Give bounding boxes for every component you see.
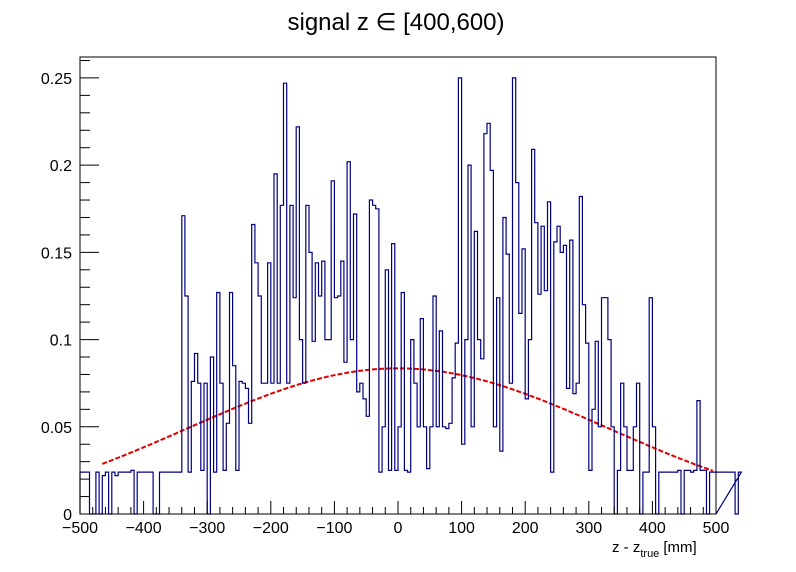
x-tick-label: 0 — [394, 520, 403, 537]
x-tick-label: −200 — [253, 520, 289, 537]
chart-title: signal z ∈ [400,600) — [287, 9, 504, 36]
x-tick-label: 500 — [703, 520, 730, 537]
x-tick-label: −300 — [189, 520, 225, 537]
histogram-series — [79, 77, 743, 515]
x-tick-label: 300 — [575, 520, 602, 537]
y-tick-label: 0.15 — [41, 245, 72, 262]
x-tick-label: 400 — [639, 520, 666, 537]
x-tick-label: 100 — [448, 520, 475, 537]
y-tick-label: 0.05 — [41, 420, 72, 437]
x-tick-label: −500 — [62, 520, 98, 537]
plot-area — [79, 77, 743, 515]
y-tick-label: 0.25 — [41, 71, 72, 88]
x-tick-label: 200 — [512, 520, 539, 537]
x-tick-label: −400 — [126, 520, 162, 537]
x-axis-label: z - ztrue [mm] — [612, 539, 697, 560]
x-axis-label-subscript: true — [640, 548, 659, 560]
y-tick-label: 0 — [63, 507, 72, 524]
x-tick-label: −100 — [316, 520, 352, 537]
axes: −500 −400 −300 −200 −100 0 100 200 300 400 500 0 0.0… — [41, 56, 730, 537]
x-axis-label-unit: [mm] — [663, 539, 696, 556]
y-tick-label: 0.2 — [50, 158, 72, 175]
x-axis-label-main: z - z — [612, 539, 640, 556]
y-tick-label: 0.1 — [50, 333, 72, 350]
fit-curve — [101, 367, 714, 472]
